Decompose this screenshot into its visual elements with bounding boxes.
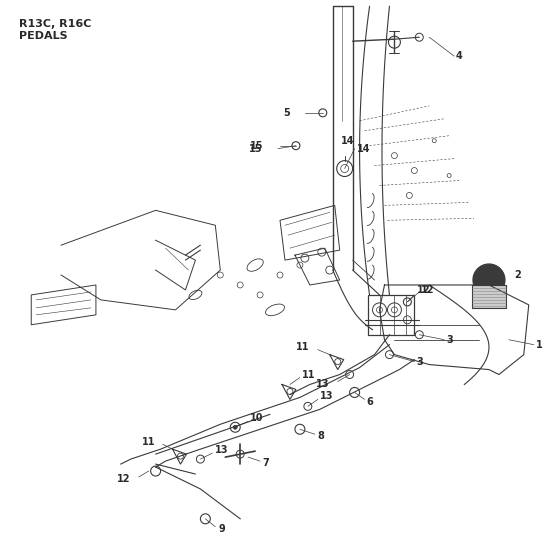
Text: 13: 13 [320, 391, 333, 402]
Text: 15: 15 [250, 141, 263, 151]
Text: 14: 14 [341, 136, 354, 146]
Text: 11: 11 [296, 342, 310, 352]
Text: 2: 2 [514, 270, 521, 280]
Text: 12: 12 [421, 285, 435, 295]
Text: 8: 8 [318, 431, 325, 441]
Text: R13C, R16C: R13C, R16C [19, 19, 92, 29]
Text: 3: 3 [446, 335, 453, 345]
Text: 6: 6 [367, 398, 374, 407]
Text: 11: 11 [142, 437, 156, 447]
Circle shape [233, 425, 237, 430]
Text: 12: 12 [117, 474, 130, 484]
Text: 9: 9 [218, 524, 225, 534]
Text: 10: 10 [250, 413, 264, 423]
Text: 1: 1 [536, 340, 543, 349]
Text: 15: 15 [249, 144, 262, 153]
Circle shape [473, 264, 505, 296]
Text: 12: 12 [417, 285, 431, 295]
Text: 7: 7 [262, 458, 269, 468]
Text: 13: 13 [316, 380, 330, 389]
Text: 5: 5 [283, 108, 290, 118]
Text: 4: 4 [456, 51, 463, 61]
Text: 14: 14 [357, 144, 370, 153]
Polygon shape [472, 285, 506, 308]
Text: 13: 13 [216, 445, 229, 455]
Text: 11: 11 [302, 370, 315, 380]
Text: 3: 3 [416, 357, 423, 367]
Text: PEDALS: PEDALS [19, 31, 68, 41]
